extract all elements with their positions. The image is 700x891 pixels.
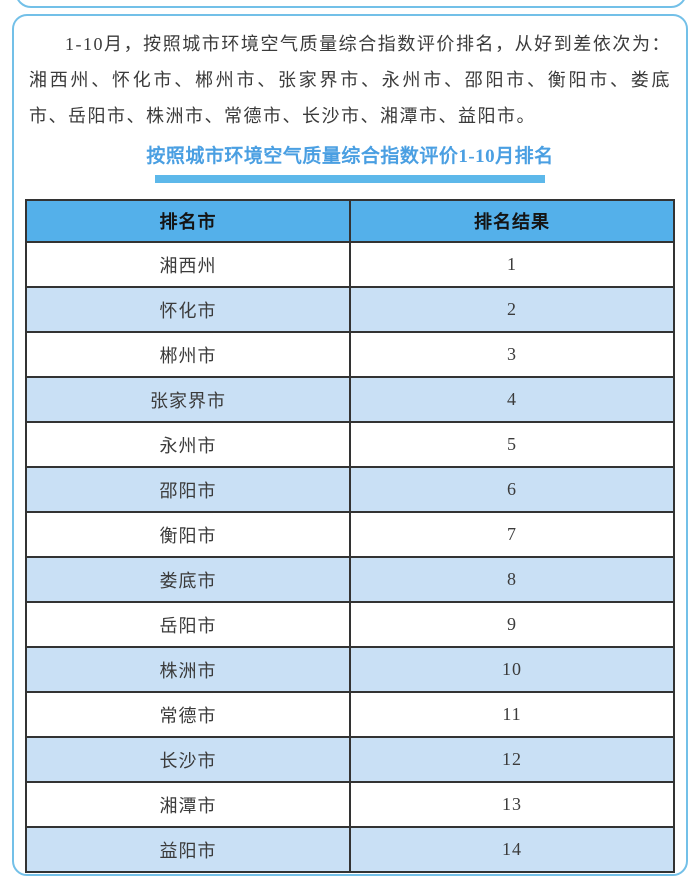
rank-cell: 1 bbox=[349, 241, 675, 288]
table-row: 衡阳市 7 bbox=[25, 511, 675, 558]
table-row: 岳阳市 9 bbox=[25, 601, 675, 648]
rank-cell: 3 bbox=[349, 331, 675, 378]
table-row: 湘潭市 13 bbox=[25, 781, 675, 828]
column-header-city: 排名市 bbox=[25, 199, 351, 243]
table-row: 郴州市 3 bbox=[25, 331, 675, 378]
city-cell: 张家界市 bbox=[25, 376, 351, 423]
city-cell: 郴州市 bbox=[25, 331, 351, 378]
rank-cell: 14 bbox=[349, 826, 675, 873]
city-cell: 衡阳市 bbox=[25, 511, 351, 558]
rank-cell: 9 bbox=[349, 601, 675, 648]
rank-cell: 10 bbox=[349, 646, 675, 693]
column-header-result: 排名结果 bbox=[349, 199, 675, 243]
rank-cell: 2 bbox=[349, 286, 675, 333]
city-cell: 常德市 bbox=[25, 691, 351, 738]
city-cell: 岳阳市 bbox=[25, 601, 351, 648]
city-cell: 湘西州 bbox=[25, 241, 351, 288]
table-header-row: 排名市 排名结果 bbox=[25, 199, 675, 243]
table-row: 永州市 5 bbox=[25, 421, 675, 468]
city-cell: 怀化市 bbox=[25, 286, 351, 333]
table-body: 湘西州 1 怀化市 2 郴州市 3 张家界市 4 永州市 5 邵阳市 6 衡阳市 7 娄底市 8 岳阳市 9 株洲市… bbox=[25, 241, 675, 873]
rank-cell: 5 bbox=[349, 421, 675, 468]
rank-cell: 6 bbox=[349, 466, 675, 513]
ranking-table: 排名市 排名结果 湘西州 1 怀化市 2 郴州市 3 张家界市 4 永州市 5 邵阳市 6 衡阳市 7 娄底… bbox=[25, 199, 675, 873]
city-cell: 益阳市 bbox=[25, 826, 351, 873]
title-underline-bar bbox=[155, 175, 545, 183]
city-cell: 湘潭市 bbox=[25, 781, 351, 828]
table-row: 怀化市 2 bbox=[25, 286, 675, 333]
table-row: 益阳市 14 bbox=[25, 826, 675, 873]
rank-cell: 12 bbox=[349, 736, 675, 783]
city-cell: 娄底市 bbox=[25, 556, 351, 603]
table-row: 湘西州 1 bbox=[25, 241, 675, 288]
table-header: 排名市 排名结果 bbox=[25, 199, 675, 243]
previous-card-bottom-edge bbox=[15, 0, 687, 8]
rank-cell: 8 bbox=[349, 556, 675, 603]
rank-cell: 11 bbox=[349, 691, 675, 738]
city-cell: 永州市 bbox=[25, 421, 351, 468]
table-row: 长沙市 12 bbox=[25, 736, 675, 783]
rank-cell: 4 bbox=[349, 376, 675, 423]
rank-cell: 13 bbox=[349, 781, 675, 828]
table-row: 常德市 11 bbox=[25, 691, 675, 738]
table-row: 邵阳市 6 bbox=[25, 466, 675, 513]
intro-paragraph: 1-10月，按照城市环境空气质量综合指数评价排名，从好到差依次为：湘西州、怀化市… bbox=[29, 34, 671, 126]
city-cell: 株洲市 bbox=[25, 646, 351, 693]
table-row: 张家界市 4 bbox=[25, 376, 675, 423]
table-row: 株洲市 10 bbox=[25, 646, 675, 693]
rank-cell: 7 bbox=[349, 511, 675, 558]
city-cell: 邵阳市 bbox=[25, 466, 351, 513]
table-row: 娄底市 8 bbox=[25, 556, 675, 603]
city-cell: 长沙市 bbox=[25, 736, 351, 783]
content-card: 1-10月，按照城市环境空气质量综合指数评价排名，从好到差依次为：湘西州、怀化市… bbox=[12, 14, 688, 876]
section-title: 按照城市环境空气质量综合指数评价1-10月排名 bbox=[146, 146, 554, 167]
